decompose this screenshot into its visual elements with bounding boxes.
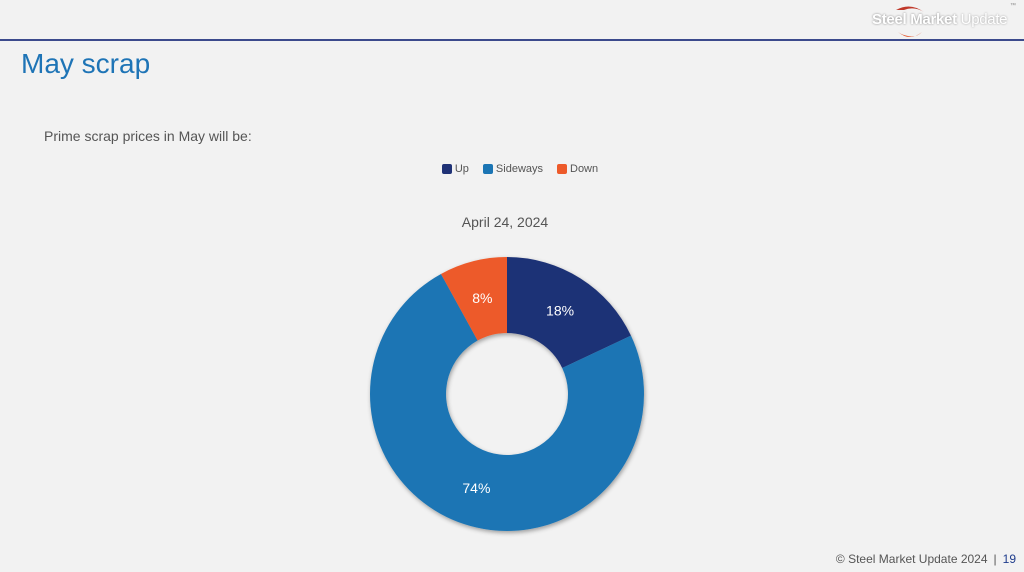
header-rule [0,39,1024,41]
legend-label-up: Up [454,163,469,175]
slice-label-sideways: 74% [462,480,490,496]
slice-down [440,257,507,341]
slice-up [507,257,631,369]
logo-swoosh-icon [896,6,924,37]
legend-label-sideways: Sideways [495,163,543,175]
chart-legend: Up Sideways Down [0,163,1024,175]
legend-swatch-up [441,164,452,174]
footer-separator: | [993,552,997,566]
slice-sideways [370,273,644,531]
slide-subtitle: Prime scrap prices in May will be: [44,128,252,144]
page-title: May scrap [21,48,151,79]
slice-label-down: 8% [472,290,492,306]
legend-swatch-down [557,164,567,174]
logo-light-text: Update [960,11,1008,28]
chart-title: April 24, 2024 [461,214,549,230]
legend-item-down: Down [557,163,598,175]
legend-item-sideways: Sideways [482,163,543,175]
slice-label-up: 18% [546,302,574,318]
steel-market-update-logo: Steel Market Update ™ [870,2,1016,38]
page-number: 19 [1002,552,1016,566]
logo-trademark: ™ [1010,3,1016,9]
legend-item-up: Up [441,163,469,175]
legend-label-down: Down [570,163,599,175]
footer-copyright: © Steel Market Update 2024 [835,552,988,566]
legend-swatch-sideways [482,164,493,174]
logo-bold-text: Steel Market [872,11,957,28]
footer: © Steel Market Update 2024 | 19 [836,552,1016,566]
